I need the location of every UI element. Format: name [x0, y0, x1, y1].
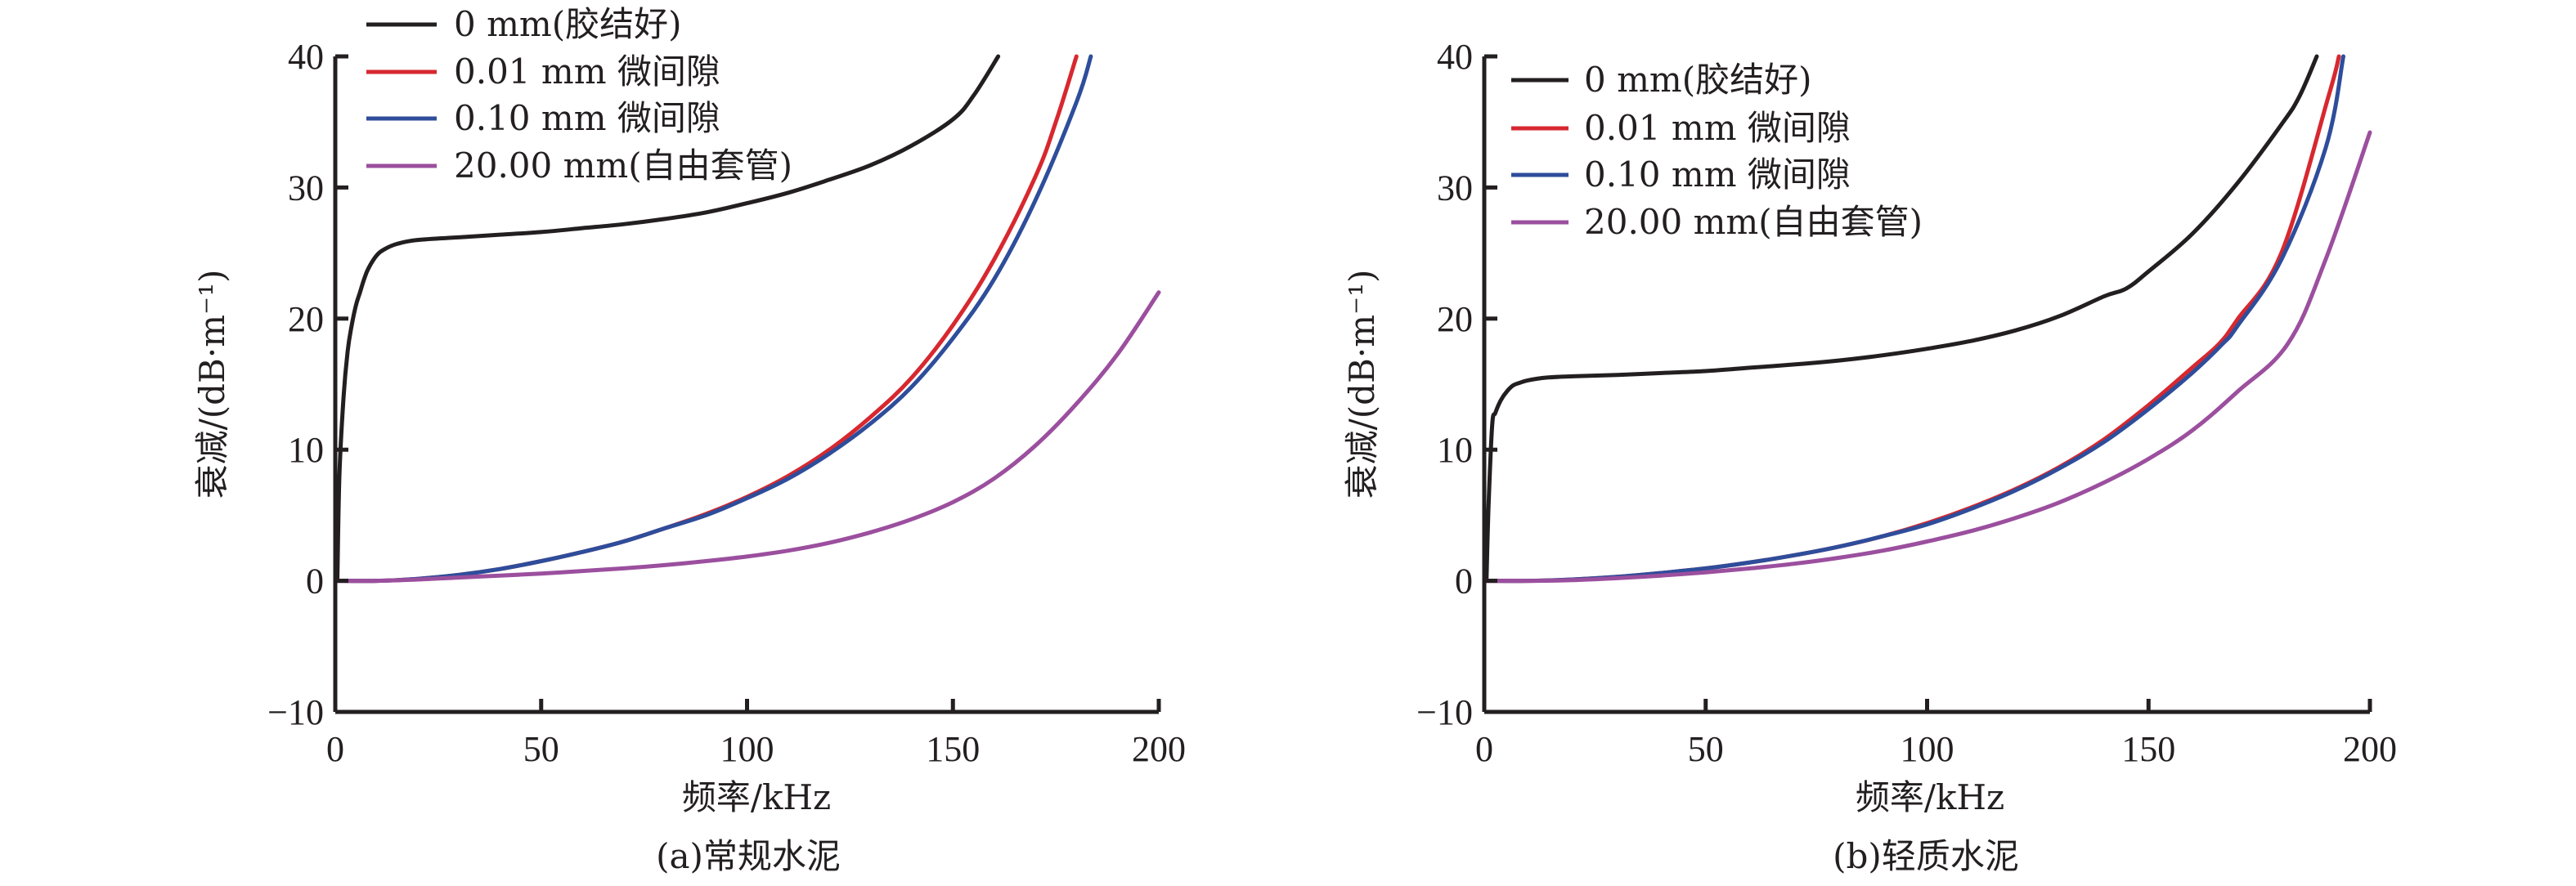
y-axis-title-b: 衰减/(dB·m⁻¹) [1342, 270, 1382, 499]
series-layer-a [333, 54, 1161, 584]
caption-a: (a)常规水泥 [656, 836, 841, 876]
x-tick-label-b-4: 200 [2343, 729, 2397, 769]
y-tick-label-b-1: 0 [1455, 562, 1473, 602]
x-tick-label-a-0: 0 [326, 729, 344, 769]
legend-label-b-0: 0 mm(胶结好) [1584, 60, 1812, 100]
legend-item-b-2: 0.10 mm 微间隙 [1511, 154, 1851, 195]
series-line-b-3 [1482, 130, 2372, 584]
y-tick-label-b-0: −10 [1416, 692, 1473, 732]
series-line-b-0 [1484, 54, 2319, 584]
y-tick-label-a-3: 20 [288, 299, 324, 339]
y-tick-label-b-5: 40 [1437, 37, 1473, 77]
x-tick-label-a-2: 100 [720, 729, 774, 769]
y-tick-label-a-0: −10 [267, 692, 324, 732]
series-line-a-0 [335, 54, 1001, 584]
series-line-a-2 [333, 54, 1093, 584]
legend-item-b-0: 0 mm(胶结好) [1511, 60, 1812, 100]
legend-item-b-3: 20.00 mm(自由套管) [1511, 202, 1923, 242]
legend-label-a-3: 20.00 mm(自由套管) [454, 145, 792, 186]
y-tick-label-a-5: 40 [288, 37, 324, 77]
x-tick-label-a-4: 200 [1132, 729, 1186, 769]
x-tick-label-a-3: 150 [926, 729, 980, 769]
legend-a: 0 mm(胶结好) 0.01 mm 微间隙 0.10 mm 微间隙 20.00 mm(… [366, 4, 792, 186]
legend-label-b-1: 0.01 mm 微间隙 [1584, 108, 1851, 148]
legend-label-a-0: 0 mm(胶结好) [454, 4, 682, 44]
x-tick-label-b-3: 150 [2121, 729, 2175, 769]
x-tick-label-b-1: 50 [1688, 729, 1724, 769]
y-axis-title-a: 衰减/(dB·m⁻¹) [192, 270, 232, 499]
x-tick-label-b-0: 0 [1475, 729, 1493, 769]
legend-label-a-1: 0.01 mm 微间隙 [454, 51, 720, 92]
legend-item-a-3: 20.00 mm(自由套管) [366, 145, 792, 186]
x-tick-label-b-2: 100 [1901, 729, 1954, 769]
legend-label-a-2: 0.10 mm 微间隙 [454, 98, 720, 138]
legend-item-a-0: 0 mm(胶结好) [366, 4, 682, 44]
x-tick-label-a-1: 50 [523, 729, 559, 769]
series-layer-b [1482, 54, 2372, 584]
x-axis-title-a: 频率/kHz [682, 777, 831, 817]
legend-item-b-1: 0.01 mm 微间隙 [1511, 108, 1851, 148]
y-tick-label-a-2: 10 [288, 430, 324, 470]
legend-item-a-2: 0.10 mm 微间隙 [366, 98, 720, 138]
legend-item-a-1: 0.01 mm 微间隙 [366, 51, 720, 92]
legend-label-b-3: 20.00 mm(自由套管) [1584, 202, 1923, 242]
series-line-b-2 [1482, 54, 2345, 584]
y-tick-label-a-4: 30 [288, 168, 324, 208]
y-tick-label-b-3: 20 [1437, 299, 1473, 339]
x-axis-title-b: 频率/kHz [1856, 777, 2004, 817]
legend-b: 0 mm(胶结好) 0.01 mm 微间隙 0.10 mm 微间隙 20.00 mm(… [1511, 60, 1923, 242]
y-tick-label-b-2: 10 [1437, 430, 1473, 470]
y-tick-label-b-4: 30 [1437, 168, 1473, 208]
series-line-a-3 [333, 290, 1161, 584]
y-tick-label-a-1: 0 [306, 562, 324, 602]
caption-b: (b)轻质水泥 [1833, 836, 2019, 876]
legend-label-b-2: 0.10 mm 微间隙 [1584, 154, 1851, 195]
